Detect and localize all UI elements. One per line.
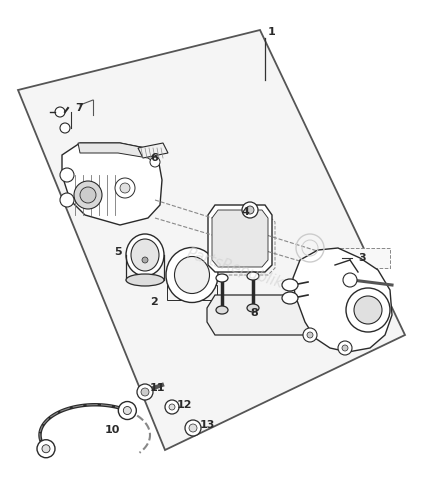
Circle shape xyxy=(141,388,149,396)
Circle shape xyxy=(115,178,135,198)
Ellipse shape xyxy=(60,123,70,133)
Ellipse shape xyxy=(216,274,228,282)
Circle shape xyxy=(37,440,55,458)
Circle shape xyxy=(246,206,254,214)
Circle shape xyxy=(185,420,201,436)
Circle shape xyxy=(169,404,175,410)
Ellipse shape xyxy=(166,247,218,302)
Text: 8: 8 xyxy=(250,308,258,318)
Ellipse shape xyxy=(247,304,259,312)
Ellipse shape xyxy=(126,234,164,276)
Polygon shape xyxy=(213,215,275,275)
Polygon shape xyxy=(340,248,390,268)
Text: 2: 2 xyxy=(150,297,158,307)
Circle shape xyxy=(307,332,313,338)
Text: 12: 12 xyxy=(177,400,192,410)
Circle shape xyxy=(120,183,130,193)
Ellipse shape xyxy=(131,239,159,271)
Circle shape xyxy=(346,288,390,332)
Circle shape xyxy=(142,257,148,263)
Ellipse shape xyxy=(126,274,164,286)
Circle shape xyxy=(60,168,74,182)
Polygon shape xyxy=(62,143,162,225)
Circle shape xyxy=(150,157,160,167)
Ellipse shape xyxy=(175,256,209,294)
Circle shape xyxy=(242,202,258,218)
Text: PartsRepublik: PartsRepublik xyxy=(185,245,285,291)
Ellipse shape xyxy=(216,306,228,314)
Circle shape xyxy=(124,407,131,415)
Polygon shape xyxy=(167,285,217,300)
Text: 1: 1 xyxy=(268,27,276,37)
Circle shape xyxy=(118,401,136,419)
Circle shape xyxy=(80,187,96,203)
Circle shape xyxy=(42,445,50,453)
Text: 13: 13 xyxy=(200,420,215,430)
Polygon shape xyxy=(18,30,405,450)
Circle shape xyxy=(343,273,357,287)
Circle shape xyxy=(189,424,197,432)
Circle shape xyxy=(165,400,179,414)
Polygon shape xyxy=(212,210,268,267)
Text: 7: 7 xyxy=(75,103,83,113)
Text: 10: 10 xyxy=(105,425,121,435)
Circle shape xyxy=(303,328,317,342)
Polygon shape xyxy=(78,143,158,165)
Circle shape xyxy=(74,181,102,209)
Circle shape xyxy=(342,345,348,351)
Polygon shape xyxy=(293,248,392,352)
Circle shape xyxy=(354,296,382,324)
Polygon shape xyxy=(138,143,168,158)
Ellipse shape xyxy=(55,107,65,117)
Polygon shape xyxy=(207,295,348,335)
Circle shape xyxy=(338,341,352,355)
Text: 11: 11 xyxy=(150,383,165,393)
Polygon shape xyxy=(208,205,272,272)
Ellipse shape xyxy=(247,272,259,280)
Text: 3: 3 xyxy=(358,253,365,263)
Ellipse shape xyxy=(282,279,298,291)
Text: 6: 6 xyxy=(150,153,158,163)
Text: 5: 5 xyxy=(114,247,122,257)
Text: 4: 4 xyxy=(242,207,250,217)
Circle shape xyxy=(137,384,153,400)
Circle shape xyxy=(60,193,74,207)
Ellipse shape xyxy=(282,292,298,304)
